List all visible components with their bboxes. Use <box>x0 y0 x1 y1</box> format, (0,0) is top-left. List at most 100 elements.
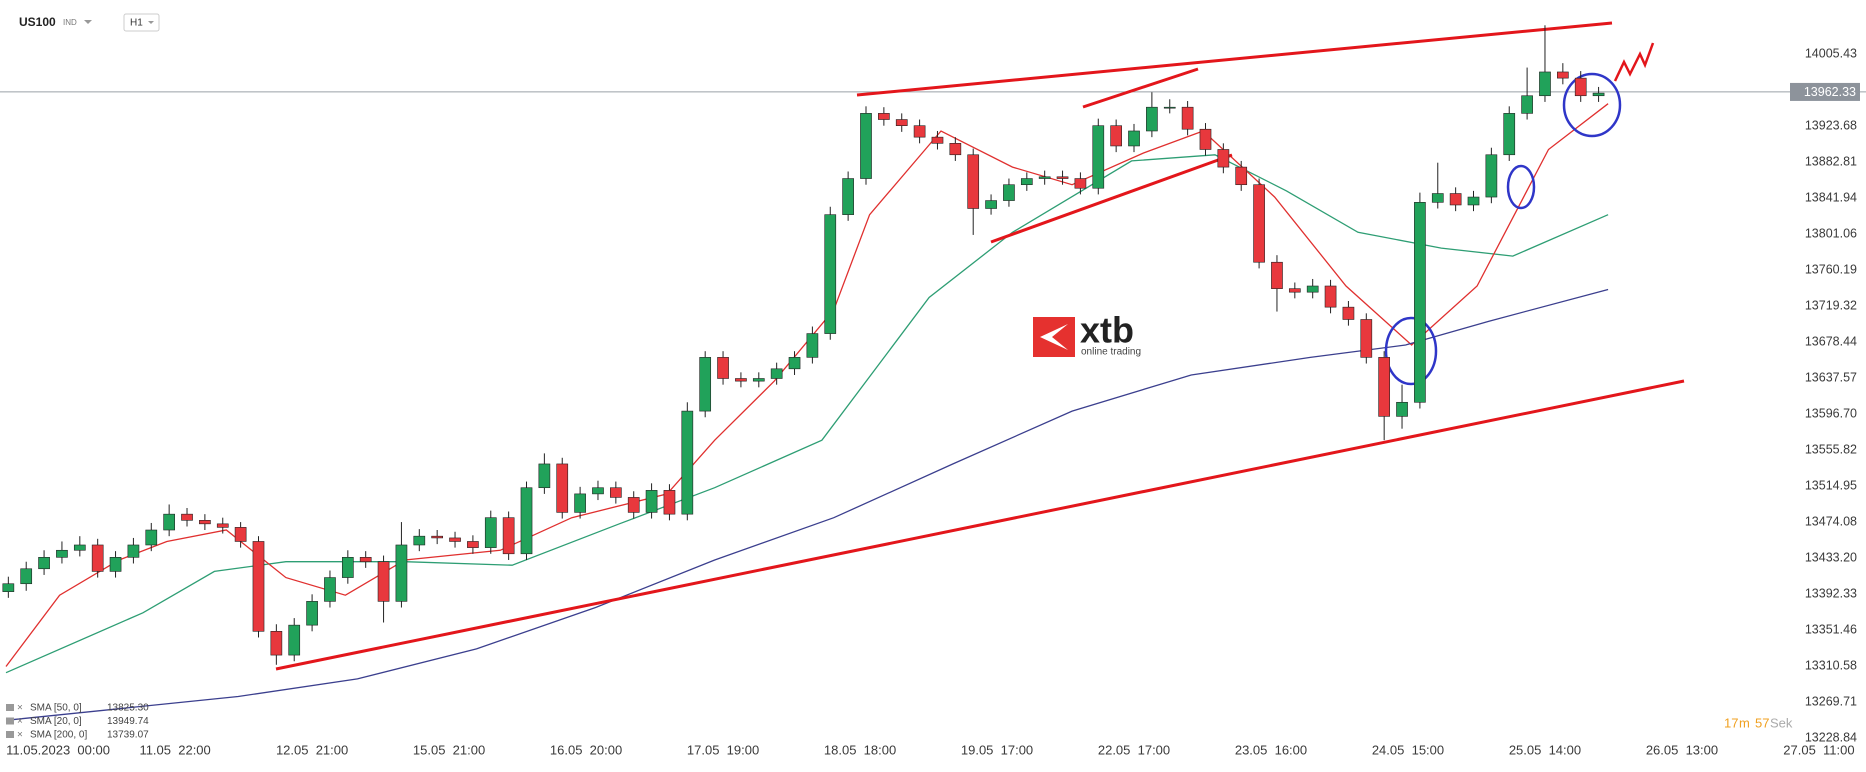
candle-body <box>395 544 408 602</box>
interval-box[interactable] <box>123 13 160 32</box>
legend-icon[interactable] <box>6 717 14 725</box>
x-tick-label: 26.05 13:00 <box>1646 742 1718 757</box>
candle-body <box>627 497 640 513</box>
candle-body <box>1521 95 1533 114</box>
y-tick-label: 13841.94 <box>1805 190 1857 204</box>
candle-body <box>1163 106 1176 109</box>
candle-body <box>1253 184 1265 263</box>
x-tick-label: 25.05 14:00 <box>1509 742 1581 757</box>
legend-value: 13825.30 <box>107 703 149 714</box>
candle-body <box>556 463 569 513</box>
candle-body <box>20 568 33 585</box>
trend-line <box>990 153 1233 244</box>
candle-body <box>1539 71 1551 97</box>
sma-line <box>5 154 1609 674</box>
candle-body <box>1592 92 1605 97</box>
legend-close[interactable]: × <box>17 730 23 741</box>
countdown-unit: m <box>1739 715 1750 730</box>
candle-body <box>1020 178 1033 186</box>
candle-body <box>56 549 68 558</box>
y-tick-label: 13351.46 <box>1805 622 1857 636</box>
logo-brand: xtb <box>1080 310 1134 351</box>
dropdown-caret[interactable] <box>84 20 92 24</box>
legend-name: SMA [200, 0] <box>30 730 87 741</box>
candle-body <box>592 487 604 495</box>
y-tick-label: 13392.33 <box>1805 586 1857 600</box>
legend-value: 13949.74 <box>107 716 149 727</box>
countdown-seconds: 57 <box>1755 715 1769 730</box>
logo-icon <box>1040 324 1068 350</box>
candle-body <box>1574 77 1587 97</box>
trend-line <box>856 21 1613 97</box>
circle-mark <box>1506 164 1536 210</box>
candle-body <box>949 143 962 156</box>
candle-body <box>931 136 944 144</box>
candle-body <box>502 517 515 555</box>
candle-body <box>1467 196 1480 206</box>
candle-body <box>699 357 712 412</box>
candle-body <box>163 513 175 531</box>
y-tick-label: 13719.32 <box>1805 298 1857 312</box>
legend-name: SMA [50, 0] <box>30 703 82 714</box>
candle-body <box>467 541 479 548</box>
candle-body <box>288 624 301 656</box>
interval-caret <box>148 21 154 24</box>
candle-body <box>1431 193 1444 203</box>
countdown-minutes: 17 <box>1724 715 1738 730</box>
candle-body <box>38 557 50 570</box>
candle-body <box>985 200 997 209</box>
y-tick-label: 13882.81 <box>1805 154 1857 168</box>
candle-body <box>752 378 765 382</box>
candle-body <box>967 154 980 209</box>
candle-body <box>270 631 283 656</box>
candle-body <box>377 561 390 602</box>
candle-body <box>341 557 354 578</box>
last-price-label: 13962.33 <box>1804 85 1856 99</box>
candle-body <box>717 357 729 379</box>
candle-body <box>306 601 318 626</box>
candle-body <box>1342 306 1355 320</box>
y-tick-label: 13637.57 <box>1805 370 1857 384</box>
candle-body <box>860 113 872 179</box>
candle-body <box>1092 125 1105 189</box>
y-tick-label: 13555.82 <box>1805 442 1857 456</box>
candle-body <box>681 410 694 515</box>
candle-body <box>1414 202 1426 403</box>
candle-body <box>878 113 890 120</box>
interval[interactable]: H1 <box>130 18 143 29</box>
candle-body <box>1199 128 1212 150</box>
x-tick-label: 18.05 18:00 <box>824 742 896 757</box>
legend-close[interactable]: × <box>17 703 23 714</box>
x-tick-label: 23.05 16:00 <box>1235 742 1307 757</box>
circle-mark <box>1562 72 1622 138</box>
candle-body <box>1235 166 1248 186</box>
candle-body <box>1288 288 1301 293</box>
legend-icon[interactable] <box>6 704 14 711</box>
annotations <box>275 21 1685 671</box>
candle-body <box>1557 71 1569 79</box>
candle-body <box>520 487 533 555</box>
x-tick-label: 12.05 21:00 <box>276 742 348 757</box>
candle-body <box>1181 106 1194 130</box>
candle-body <box>770 368 783 379</box>
legend-icon[interactable] <box>6 731 14 738</box>
market: IND <box>63 18 77 27</box>
y-tick-label: 13760.19 <box>1805 262 1857 276</box>
candle-body <box>199 520 211 525</box>
x-tick-label: 24.05 15:00 <box>1372 742 1444 757</box>
candle-body <box>449 537 461 542</box>
logo-mark <box>1033 317 1075 357</box>
symbol[interactable]: US100 <box>19 15 56 29</box>
x-tick-label: 27.05 11:00 <box>1783 742 1854 757</box>
x-tick-label: 11.05.2023 00:00 <box>6 742 110 757</box>
candle-body <box>913 125 926 138</box>
y-tick-label: 13474.08 <box>1805 514 1857 528</box>
y-tick-label: 13678.44 <box>1805 334 1857 348</box>
candle-body <box>484 517 497 548</box>
candle-body <box>574 493 586 513</box>
y-tick-label: 13228.84 <box>1805 730 1857 744</box>
sma-line <box>5 103 1609 667</box>
legend-close[interactable]: × <box>17 716 23 727</box>
candle-body <box>1378 357 1391 417</box>
